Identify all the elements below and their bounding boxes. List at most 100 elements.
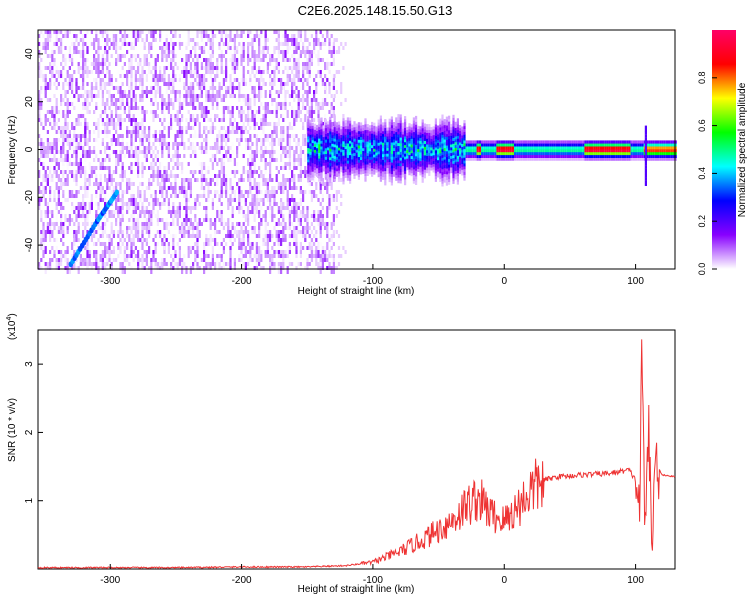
spectrogram-cell — [64, 90, 67, 94]
spectrogram-cell — [211, 78, 214, 82]
spectrogram-cell — [271, 54, 274, 58]
spectrogram-cell — [134, 122, 137, 126]
spectrogram-cell — [115, 122, 118, 130]
spectrogram-cell — [84, 206, 87, 210]
spectrogram-cell — [194, 202, 197, 206]
spectrogram-band-cell — [371, 162, 374, 166]
spectrogram-cell — [203, 206, 206, 210]
spectrogram-cell — [108, 62, 111, 66]
spectrogram-cell — [148, 234, 151, 238]
spectrogram-cell — [225, 238, 228, 246]
spectrogram-cell — [288, 158, 291, 162]
spectrogram-band-cell — [346, 143, 349, 147]
spectrogram-cell — [134, 218, 137, 222]
spectrogram-cell — [95, 78, 98, 82]
spectrogram-cell — [117, 194, 120, 202]
spectrogram-cell — [161, 194, 164, 198]
spectrogram-cell — [123, 74, 126, 78]
spectrogram-band-cell — [388, 161, 391, 165]
spectrogram-cell — [293, 122, 296, 126]
spectrogram-band-cell — [309, 131, 312, 135]
spectrogram-cell — [258, 46, 261, 54]
spectrogram-cell — [115, 98, 118, 102]
spectrogram-cell — [134, 162, 137, 166]
spectrogram-band-cell — [320, 120, 323, 124]
spectrogram-cell — [253, 94, 256, 98]
spectrogram-cell — [71, 250, 74, 254]
spectrogram-cell — [242, 50, 245, 58]
spectrogram-cell — [73, 138, 76, 142]
spectrogram-cell — [75, 138, 78, 142]
spectrogram-cell — [46, 262, 49, 270]
spectrogram-cell — [101, 34, 104, 38]
spectrogram-cell — [216, 114, 219, 118]
spectrogram-band-cell — [318, 118, 321, 122]
spectrogram-cell — [218, 262, 221, 270]
spectrogram-cell — [152, 210, 155, 214]
spectrogram-cell — [273, 242, 276, 246]
spectrogram-cell — [258, 138, 261, 142]
spectrogram-cell — [240, 130, 243, 134]
spectrogram-band-cell — [357, 133, 360, 137]
spectrogram-cell — [216, 98, 219, 102]
spectrogram-cell — [82, 166, 85, 174]
spectrogram-cell — [121, 242, 124, 246]
spectrogram-cell — [106, 38, 109, 42]
spectrogram-band-cell — [373, 125, 376, 129]
spectrogram-cell — [260, 126, 263, 130]
spectrogram-band-cell — [384, 159, 387, 163]
spectrogram-cell — [315, 34, 318, 38]
spectrogram-cell — [273, 30, 276, 34]
spectrogram-band-cell — [335, 122, 338, 126]
spectrogram-cell — [176, 134, 179, 138]
spectrogram-band-cell — [338, 127, 341, 131]
spectrogram-band-cell — [355, 129, 358, 133]
spectrogram-cell — [200, 62, 203, 66]
spectrogram-band-cell — [349, 180, 352, 184]
spectrogram-cell — [342, 46, 345, 50]
spectrogram-band-cell — [390, 130, 393, 134]
spectrogram-cell — [106, 70, 109, 74]
spectrogram-cell — [264, 134, 267, 138]
spectrogram-cell — [225, 150, 228, 158]
spectrogram-cell — [66, 182, 69, 186]
spectrogram-cell — [40, 102, 43, 106]
spectrogram-band-cell — [428, 158, 431, 162]
spectrogram-cell — [170, 50, 173, 54]
spectrogram-band-cell — [338, 176, 341, 180]
spectrogram-cell — [167, 242, 170, 246]
spectrogram-cell — [220, 258, 223, 262]
spectrogram-cell — [95, 34, 98, 42]
spectrogram-cell — [156, 166, 159, 170]
spectrogram-cell — [253, 38, 256, 42]
spectrogram-cell — [148, 178, 151, 182]
spectrogram-cell — [308, 182, 311, 186]
spectrogram-cell — [326, 190, 329, 194]
spectrogram-cell — [139, 98, 142, 102]
spectrogram-band-cell — [342, 138, 345, 142]
spectrogram-band-cell — [382, 130, 385, 135]
spectrogram-band-cell — [335, 148, 338, 152]
spectrogram-cell — [40, 106, 43, 110]
spectrogram-cell — [205, 114, 208, 118]
spectrogram-cell — [64, 94, 67, 98]
spectrogram-cell — [137, 222, 140, 226]
spectrogram-cell — [194, 218, 197, 222]
spectrogram-cell — [161, 162, 164, 166]
spectrogram-cell — [128, 198, 131, 202]
spectrogram-cell — [128, 218, 131, 222]
spectrogram-band-cell — [307, 173, 310, 177]
spectrogram-cell — [249, 246, 252, 254]
spectrogram-cell — [137, 186, 140, 190]
spectrogram-cell — [273, 74, 276, 78]
spectrogram-cell — [236, 170, 239, 174]
spectrogram-cell — [119, 198, 122, 202]
spectrogram-cell — [231, 38, 234, 42]
spectrogram-cell — [269, 234, 272, 242]
spectrogram-cell — [128, 262, 131, 266]
spectrogram-band-cell — [379, 158, 382, 162]
spectrogram-cell — [121, 98, 124, 102]
spectrogram-cell — [340, 102, 343, 106]
spectrogram-cell — [84, 118, 87, 122]
spectrogram-band-cell — [379, 144, 382, 148]
